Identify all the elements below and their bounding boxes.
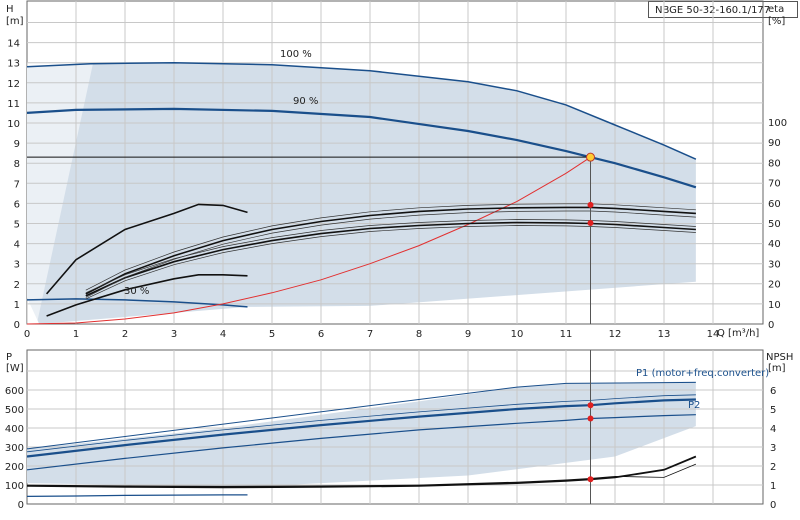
x-tick-label: 11	[560, 329, 573, 340]
power-range-area	[27, 381, 696, 487]
power-tick-label: 300	[5, 443, 24, 454]
x-tick-label: 9	[465, 329, 471, 340]
eta-tick-label: 30	[768, 259, 781, 270]
power-tick-label: 0	[18, 500, 24, 511]
power-tick-label: 500	[5, 405, 24, 416]
head-tick-label: 2	[14, 280, 20, 291]
npsh-curve	[26, 455, 697, 489]
x-tick-label: 13	[658, 329, 671, 340]
x-tick-label: 0	[24, 329, 30, 340]
head-tick-label: 10	[7, 119, 20, 130]
p2-point-marker	[587, 415, 594, 422]
efficiency-band-line	[85, 210, 696, 298]
npsh-tick-label: 1	[770, 481, 776, 492]
eta-tick-label: 50	[768, 219, 781, 230]
low-flow-area	[27, 62, 94, 324]
power-axis-unit: [W]	[6, 363, 24, 374]
p1-point-marker	[587, 402, 594, 409]
eta-tick-label: 60	[768, 199, 781, 210]
p2-legend-label: P2	[688, 400, 700, 411]
flow-axis-label: Q [m³/h]	[717, 328, 759, 339]
power-tick-label: 600	[5, 386, 24, 397]
eta-tick-label: 100	[768, 118, 787, 129]
eta-tick-label: 70	[768, 179, 781, 190]
npsh-axis-label: NPSH	[766, 352, 793, 363]
head-tick-label: 1	[14, 300, 20, 311]
npsh-tick-label: 3	[770, 443, 776, 454]
power-curve	[26, 494, 248, 497]
npsh-tick-label: 6	[770, 386, 776, 397]
head-tick-label: 13	[7, 59, 20, 70]
eta-tick-label: 40	[768, 239, 781, 250]
npsh-tick-label: 2	[770, 462, 776, 473]
head-tick-label: 8	[14, 159, 20, 170]
head-tick-label: 0	[14, 320, 20, 331]
x-tick-label: 6	[318, 329, 324, 340]
head-axis-unit: [m]	[6, 16, 24, 27]
power-tick-label: 400	[5, 424, 24, 435]
efficiency-band-line	[85, 225, 696, 300]
head-curve	[26, 107, 697, 189]
x-tick-label: 4	[220, 329, 226, 340]
head-tick-label: 11	[7, 99, 20, 110]
head-curve	[26, 61, 697, 160]
power-axis-label: P	[6, 352, 12, 363]
x-tick-label: 1	[73, 329, 79, 340]
eta-tick-label: 10	[768, 300, 781, 311]
eta-axis-label: eta	[768, 4, 784, 15]
operating-range-area	[27, 62, 696, 324]
power-panel-frame	[26, 349, 764, 505]
power-envelope-line	[26, 381, 696, 450]
power-band-line	[26, 394, 696, 453]
efficiency-point-marker	[587, 220, 594, 226]
npsh-tick-label: 0	[770, 500, 776, 511]
x-tick-label: 8	[416, 329, 422, 340]
efficiency-curve	[85, 221, 696, 297]
power-curve	[26, 414, 696, 471]
x-tick-label: 10	[511, 329, 524, 340]
npsh-tick-label: 5	[770, 405, 776, 416]
efficiency-curve	[85, 206, 696, 295]
npsh-point-marker	[587, 476, 594, 483]
x-tick-label: 7	[367, 329, 373, 340]
system-curve	[26, 156, 591, 325]
npsh-axis-unit: [m]	[768, 363, 786, 374]
efficiency-band-line	[85, 203, 696, 291]
head-curve	[26, 298, 248, 308]
efficiency-curve	[45, 203, 248, 295]
eta-axis-unit: [%]	[768, 16, 785, 27]
efficiency-curve	[46, 274, 248, 317]
head-tick-label: 9	[14, 139, 20, 150]
p1-legend-label: P1 (motor+freq.converter)	[636, 368, 769, 379]
duty-point-marker	[586, 152, 595, 162]
eta-tick-label: 20	[768, 280, 781, 291]
power-curve	[26, 398, 696, 458]
x-tick-label: 12	[609, 329, 622, 340]
head-tick-label: 12	[7, 79, 20, 90]
x-tick-label: 14	[707, 329, 720, 340]
head-tick-label: 3	[14, 260, 20, 271]
power-tick-label: 100	[5, 481, 24, 492]
x-tick-label: 3	[171, 329, 177, 340]
x-tick-label: 5	[269, 329, 275, 340]
head-tick-label: 5	[14, 220, 20, 231]
speed-label: 30 %	[124, 286, 149, 297]
efficiency-point-marker	[587, 201, 594, 208]
efficiency-band-line	[85, 219, 696, 294]
speed-label: 90 %	[293, 96, 318, 107]
eta-tick-label: 0	[768, 320, 774, 331]
head-tick-label: 14	[7, 39, 20, 50]
eta-tick-label: 80	[768, 158, 781, 169]
head-axis-label: H	[6, 4, 14, 15]
x-tick-label: 2	[122, 329, 128, 340]
head-tick-label: 4	[14, 240, 20, 251]
speed-label: 100 %	[280, 49, 312, 60]
npsh-band-line	[26, 463, 697, 487]
eta-tick-label: 90	[768, 138, 781, 149]
head-tick-label: 6	[14, 199, 20, 210]
power-tick-label: 200	[5, 462, 24, 473]
head-tick-label: 7	[14, 179, 20, 190]
npsh-tick-label: 4	[770, 424, 776, 435]
